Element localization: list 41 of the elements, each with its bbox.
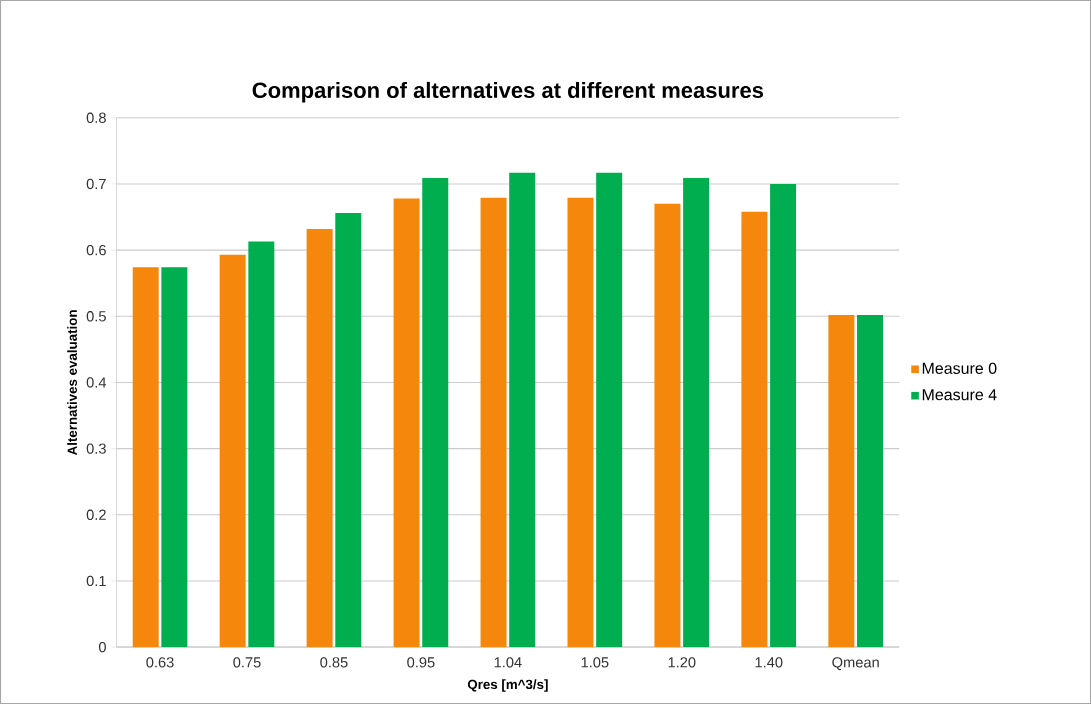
y-tick-label: 0.5 [86,311,106,322]
x-tick-label: Qmean [832,657,879,671]
bar [596,172,623,648]
y-tick-label: 0.3 [86,443,106,454]
bar [509,172,536,648]
bar [828,314,855,648]
bar [567,197,594,648]
y-axis-title: Alternatives evaluation [67,310,77,456]
bar [219,254,246,648]
x-tick-label: 0.85 [320,657,348,668]
y-tick-label: 0.7 [86,178,106,190]
x-tick-label: 1.04 [494,657,522,668]
legend-label: Measure 0 [922,362,997,374]
x-tick-label: 0.75 [233,657,261,668]
x-tick-label: 1.40 [755,657,783,668]
y-tick-label: 0.6 [86,244,106,256]
bar [683,177,710,648]
y-tick-label: 0.4 [86,377,107,388]
y-tick-label: 0.8 [86,112,106,123]
bar [480,197,507,648]
bar [161,267,188,648]
bar [132,267,159,648]
bar [335,213,362,648]
bar [393,198,420,648]
bar [248,241,275,648]
bar [857,314,884,648]
x-tick-label: 1.20 [668,657,696,668]
y-tick-label: 0.2 [86,509,106,520]
bar [654,203,681,648]
y-tick-label: 0.1 [86,575,106,587]
bar [770,183,797,648]
chart-title: Comparison of alternatives at different measures [252,81,764,103]
x-tick-label: 0.95 [407,657,435,668]
x-tick-label: 0.63 [146,657,174,668]
x-axis-title: Qres [m^3/s] [467,679,548,692]
bar [422,177,449,648]
x-tick-label: 1.05 [581,657,609,668]
y-tick-label: 0 [98,641,106,653]
bar [306,228,333,648]
bar [741,211,768,648]
legend-label: Measure 4 [922,389,997,401]
